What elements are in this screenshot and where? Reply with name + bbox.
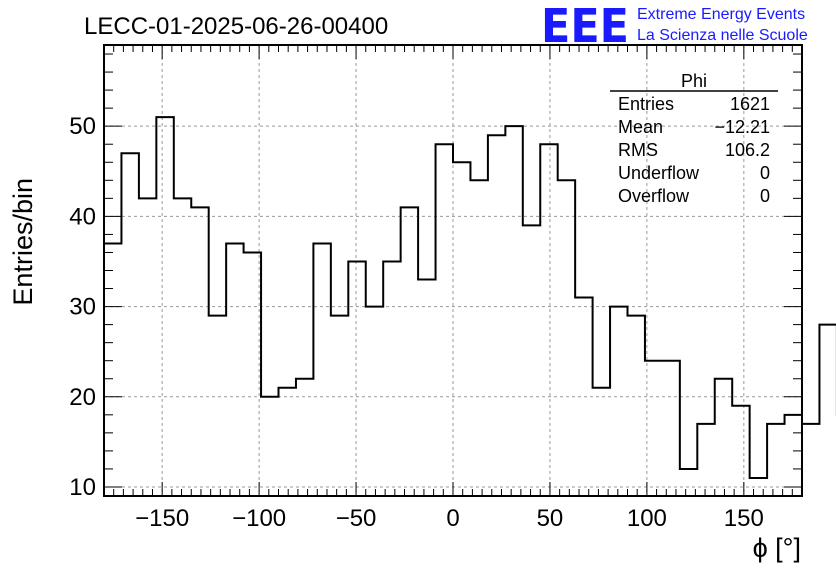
stats-row-label: RMS [618,140,658,160]
stats-row-value: 0 [760,163,770,183]
x-tick-label: 0 [446,505,459,532]
y-axis-title: Entries/bin [8,178,38,306]
chart-title: LECC-01-2025-06-26-00400 [84,13,388,40]
x-tick-label: −150 [135,505,189,532]
stats-row-value: 106.2 [725,140,770,160]
eee-logo-line2: La Scienza nelle Scuole [637,27,808,44]
x-tick-label: 50 [537,505,564,532]
eee-logo-line1: Extreme Energy Events [637,6,805,23]
y-tick-labels: 10 20 30 40 50 [69,113,96,501]
stats-row-value: 0 [760,186,770,206]
x-axis-title: ϕ [°] [753,533,801,563]
stats-title: Phi [681,71,707,91]
stats-row-label: Overflow [618,186,690,206]
stats-row-label: Mean [618,117,663,137]
stats-rows: Entries 1621 Mean −12.21 RMS 106.2 Underflow 0 O… [618,94,770,206]
x-tick-label: −100 [232,505,286,532]
y-tick-label: 50 [69,113,96,140]
y-tick-label: 10 [69,474,96,501]
histogram-outline [104,116,836,479]
stats-row-value: −12.21 [714,117,770,137]
x-tick-labels: −150 −100 −50 0 50 100 150 [135,505,764,532]
x-tick-label: 100 [627,505,667,532]
axis-ticks [104,45,802,496]
eee-logo: EEE Extreme Energy Events La Scienza nel… [541,0,808,53]
x-tick-label: −50 [336,505,377,532]
x-tick-label: 150 [724,505,764,532]
stats-row-value: 1621 [730,94,770,114]
y-tick-label: 20 [69,384,96,411]
y-tick-label: 30 [69,294,96,321]
stats-box: Phi Entries 1621 Mean −12.21 RMS 106.2 Underfl… [610,71,778,206]
stats-row-label: Entries [618,94,674,114]
y-tick-label: 40 [69,203,96,230]
stats-row-label: Underflow [618,163,700,183]
